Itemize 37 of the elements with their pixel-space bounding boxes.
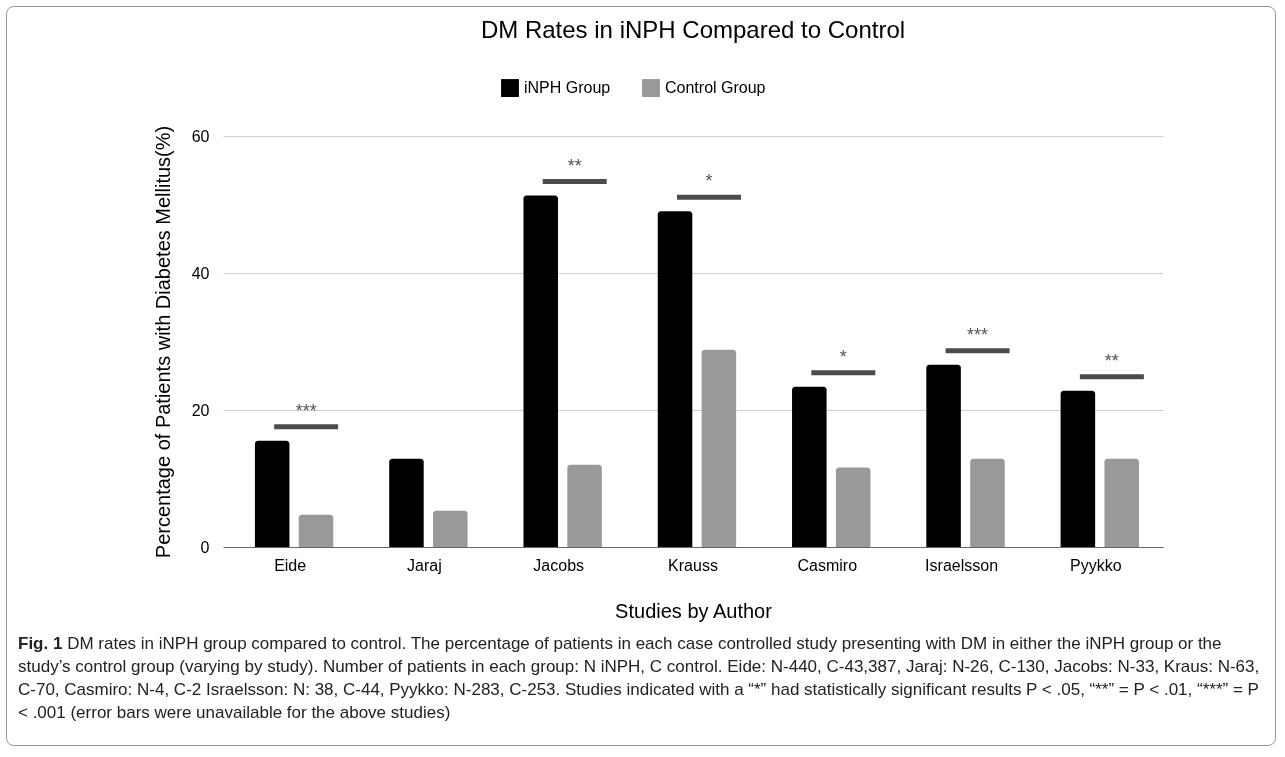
- annotation: *: [705, 171, 713, 192]
- x-tick-label: Jaraj: [407, 556, 442, 574]
- bar: [433, 510, 468, 547]
- bar: [701, 349, 737, 547]
- bar: [970, 458, 1005, 547]
- x-tick-label: Israelsson: [925, 556, 999, 574]
- bar: [1104, 458, 1139, 547]
- x-tick-label: Pyykko: [1070, 556, 1122, 574]
- annotation: ***: [967, 324, 989, 345]
- annotation: ***: [295, 400, 317, 421]
- chart-title: DM Rates in iNPH Compared to Control: [480, 16, 906, 43]
- caption: Fig. 1 DM rates in iNPH group compared to control. The percentage of patients in each case controlled study presenting with DM in either the iNPH group or the study’s control group (varying by study). Number of patients in each group: N iNPH, C control. Eide: N-440, C-43,387, Jaraj: N-26, C-130, Jacobs: N-33, Kraus: N-63, C-70, Casmiro: N-4, C-2 Israelsson: N: 38, C-44, Pyykko: N-283, C-253. Studies indicated with a “*” had statistically significant results P < .05, “**” = P < .01, “***” = P < .001 (error bars were unavailable for the above studies): [18, 633, 1261, 724]
- x-tick-label: Krauss: [668, 556, 718, 574]
- annotation: **: [1104, 350, 1119, 371]
- annotation: *: [839, 346, 847, 367]
- bar: [657, 211, 693, 547]
- bar: [1060, 390, 1096, 547]
- y-tick-label: 0: [200, 538, 210, 556]
- bar: [926, 364, 961, 547]
- bar: [298, 514, 334, 547]
- legend-label: iNPH Group: [524, 79, 611, 97]
- annotation: **: [567, 155, 582, 176]
- x-tick-label: Eide: [274, 556, 307, 574]
- y-tick-label: 20: [191, 401, 210, 419]
- y-axis-title: Percentage of Patients with Diabetes Mellitus(%): [151, 125, 174, 559]
- legend-label: Control Group: [665, 79, 766, 97]
- x-axis-title: Studies by Author: [615, 599, 773, 622]
- x-tick-label: Casmiro: [797, 556, 858, 574]
- y-tick-label: 60: [191, 127, 210, 145]
- bar: [835, 467, 871, 547]
- bar: [567, 464, 602, 547]
- bar: [254, 440, 290, 547]
- x-tick-label: Jacobs: [533, 556, 585, 574]
- bar: [523, 195, 558, 547]
- y-tick-label: 40: [191, 264, 210, 282]
- bar: [389, 458, 424, 547]
- bar: [792, 386, 827, 547]
